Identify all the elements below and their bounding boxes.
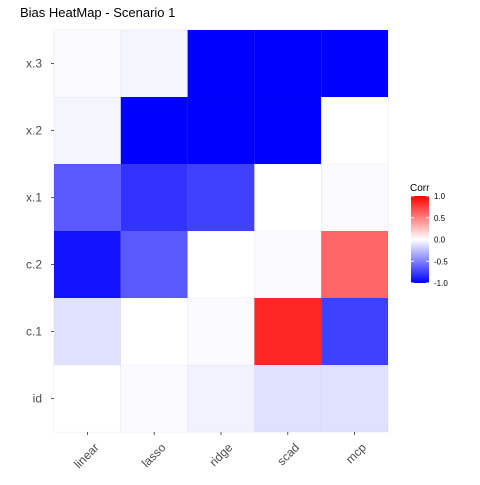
heatmap-cell-c.1-linear [53, 297, 122, 366]
heatmap-cell-c.2-linear [53, 230, 122, 299]
heatmap-cell-x.3-lasso [120, 29, 188, 98]
heatmap-cell-c.1-ridge [187, 297, 255, 366]
heatmap-cell-id-scad [254, 364, 322, 433]
legend-ticks: 1.0 0.5 0.0 -0.5 -1.0 [411, 192, 448, 288]
heatmap-cell-x.2-ridge [187, 96, 255, 165]
x-tick-label-linear: linear [71, 440, 102, 471]
y-tick-label-c.2: c.2 [26, 258, 42, 272]
heatmap-cell-id-linear [53, 364, 122, 433]
legend-tick-label: -0.5 [434, 257, 448, 266]
heatmap-cell-x.3-mcp [320, 29, 389, 98]
legend-title: Corr [410, 183, 430, 194]
heatmap-cell-id-lasso [120, 364, 188, 433]
x-tick-label-lasso: lasso [139, 440, 169, 470]
y-tick-label-id: id [33, 392, 42, 406]
heatmap-cell-c.1-scad [254, 297, 322, 366]
heatmap-cells [53, 29, 389, 433]
y-axis: id c.1 c.2 x.1 x.2 x.3 [26, 57, 54, 406]
heatmap-cell-c.2-scad [254, 230, 322, 299]
heatmap-cell-x.2-mcp [320, 96, 389, 165]
heatmap-cell-id-ridge [187, 364, 255, 433]
heatmap-cell-x.3-linear [53, 29, 122, 98]
heatmap-cell-c.2-lasso [120, 230, 188, 299]
heatmap-cell-x.1-lasso [120, 163, 188, 232]
heatmap-cell-x.2-scad [254, 96, 322, 165]
chart-title: Bias HeatMap - Scenario 1 [20, 5, 175, 20]
y-tick-label-x.3: x.3 [26, 57, 42, 71]
x-tick-label-ridge: ridge [207, 440, 236, 469]
legend-tick-label: 0.5 [434, 214, 446, 223]
legend-tick-label: -1.0 [434, 279, 448, 288]
heatmap-cell-x.2-linear [53, 96, 122, 165]
heatmap-cell-x.1-ridge [187, 163, 255, 232]
heatmap-cell-c.1-lasso [120, 297, 188, 366]
x-tick-label-mcp: mcp [343, 440, 369, 466]
heatmap-cell-x.3-ridge [187, 29, 255, 98]
heatmap-cell-x.1-mcp [320, 163, 389, 232]
heatmap-cell-c.1-mcp [320, 297, 389, 366]
heatmap-cell-c.2-ridge [187, 230, 255, 299]
heatmap-cell-c.2-mcp [320, 230, 389, 299]
y-tick-label-c.1: c.1 [26, 325, 42, 339]
heatmap-cell-id-mcp [320, 364, 389, 433]
legend-tick-label: 1.0 [434, 192, 446, 201]
heatmap-cell-x.3-scad [254, 29, 322, 98]
heatmap-cell-x.1-linear [53, 163, 122, 232]
legend-colorbar [411, 196, 429, 283]
x-axis: linear lasso ridge scad mcp [71, 432, 369, 471]
y-tick-label-x.2: x.2 [26, 124, 42, 138]
heatmap-cell-x.2-lasso [120, 96, 188, 165]
x-tick-label-scad: scad [274, 440, 302, 468]
legend-tick-label: 0.0 [434, 236, 446, 245]
y-tick-label-x.1: x.1 [26, 191, 42, 205]
heatmap-cell-x.1-scad [254, 163, 322, 232]
color-legend: Corr 1.0 0.5 0.0 -0.5 -1.0 [410, 183, 448, 288]
